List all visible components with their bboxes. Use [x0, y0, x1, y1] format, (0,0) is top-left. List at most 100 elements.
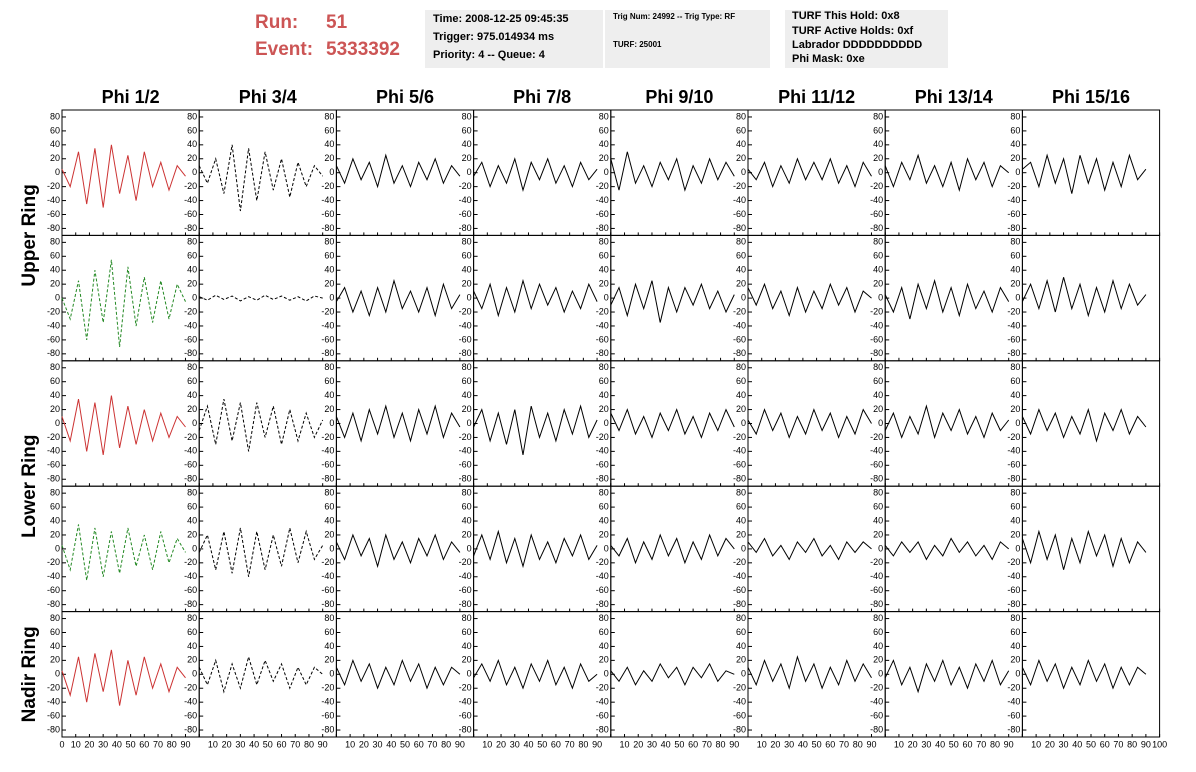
y-tick-label: 80: [599, 111, 609, 121]
y-tick-label: 40: [187, 139, 197, 149]
y-tick-label: 20: [873, 529, 883, 539]
y-tick-label: 20: [324, 404, 334, 414]
y-tick-label: 80: [736, 613, 746, 623]
y-tick-label: 60: [324, 627, 334, 637]
event-label: Event:: [255, 39, 313, 60]
y-tick-label: -60: [733, 710, 746, 720]
y-tick-label: 40: [462, 390, 472, 400]
y-tick-label: -40: [1007, 195, 1020, 205]
y-tick-label: 20: [599, 655, 609, 665]
y-tick-label: 40: [599, 641, 609, 651]
y-tick-label: 60: [1010, 627, 1020, 637]
y-tick-label: -40: [321, 571, 334, 581]
y-tick-label: 80: [50, 488, 60, 498]
y-tick-label: 20: [50, 404, 60, 414]
x-tick-label: 30: [373, 739, 383, 749]
y-tick-label: -20: [870, 181, 883, 191]
y-tick-label: 40: [50, 515, 60, 525]
y-tick-label: -80: [870, 724, 883, 734]
y-tick-label: -20: [459, 557, 472, 567]
y-tick-label: 80: [462, 111, 472, 121]
y-tick-label: -40: [733, 195, 746, 205]
x-tick-label: 20: [84, 739, 94, 749]
y-tick-label: 80: [599, 362, 609, 372]
column-label: Phi 5/6: [376, 87, 434, 107]
y-tick-label: 60: [873, 627, 883, 637]
y-tick-label: 0: [467, 292, 472, 302]
y-tick-label: -60: [596, 460, 609, 470]
y-tick-label: -20: [184, 306, 197, 316]
waveform: [335, 278, 461, 318]
waveform: [335, 404, 461, 443]
y-tick-label: 80: [462, 613, 472, 623]
y-tick-label: -20: [596, 557, 609, 567]
y-tick-label: -20: [459, 683, 472, 693]
x-tick-label: 70: [427, 739, 437, 749]
y-tick-label: 80: [324, 111, 334, 121]
y-tick-label: 0: [741, 669, 746, 679]
y-tick-label: 20: [324, 529, 334, 539]
y-tick-label: 0: [467, 167, 472, 177]
waveform: [61, 649, 186, 706]
y-tick-label: -60: [184, 585, 197, 595]
y-tick-label: 0: [1015, 543, 1020, 553]
y-tick-label: -80: [321, 474, 334, 484]
y-tick-label: 20: [736, 279, 746, 289]
event-value: 5333392: [326, 39, 400, 60]
y-tick-label: -40: [321, 446, 334, 456]
y-tick-label: -20: [459, 432, 472, 442]
y-tick-label: -80: [733, 474, 746, 484]
x-tick-label: 0: [59, 739, 64, 749]
y-tick-label: 0: [878, 669, 883, 679]
y-tick-label: -40: [870, 446, 883, 456]
x-tick-label: 20: [359, 739, 369, 749]
info-text: TURF Active Holds: 0xf: [792, 25, 914, 37]
y-tick-label: 80: [50, 237, 60, 247]
y-tick-label: -80: [596, 724, 609, 734]
y-tick-label: 40: [50, 265, 60, 275]
x-tick-label: 40: [935, 739, 945, 749]
y-tick-label: 60: [1010, 376, 1020, 386]
y-tick-label: 60: [187, 627, 197, 637]
y-tick-label: -80: [47, 223, 60, 233]
waveform: [610, 662, 735, 686]
waveform: [610, 151, 735, 192]
y-tick-label: 60: [873, 125, 883, 135]
x-tick-label: 30: [235, 739, 245, 749]
y-tick-label: -60: [870, 460, 883, 470]
y-tick-label: 80: [873, 362, 883, 372]
y-tick-label: -80: [47, 348, 60, 358]
y-tick-label: -20: [733, 181, 746, 191]
y-tick-label: 40: [1010, 139, 1020, 149]
x-tick-label: 60: [551, 739, 561, 749]
y-tick-label: -60: [47, 460, 60, 470]
y-tick-label: 40: [462, 265, 472, 275]
y-tick-label: -20: [1007, 683, 1020, 693]
info-box: [425, 10, 603, 68]
y-tick-label: 60: [1010, 251, 1020, 261]
y-tick-label: 20: [599, 404, 609, 414]
y-tick-label: -40: [459, 195, 472, 205]
y-tick-label: -80: [733, 223, 746, 233]
y-tick-label: -60: [459, 710, 472, 720]
y-tick-label: 80: [50, 613, 60, 623]
y-tick-label: 40: [1010, 515, 1020, 525]
y-tick-label: 0: [878, 543, 883, 553]
y-tick-label: -80: [870, 599, 883, 609]
y-tick-label: 40: [462, 515, 472, 525]
x-tick-label: 70: [839, 739, 849, 749]
y-tick-label: -60: [733, 334, 746, 344]
x-tick-label: 60: [825, 739, 835, 749]
y-tick-label: 60: [50, 376, 60, 386]
y-tick-label: 40: [736, 390, 746, 400]
y-tick-label: -60: [47, 209, 60, 219]
y-tick-label: 60: [462, 251, 472, 261]
y-tick-label: 0: [55, 669, 60, 679]
info-text: Trig Num: 24992 -- Trig Type: RF: [613, 12, 735, 21]
x-tick-label: 50: [674, 739, 684, 749]
y-tick-label: 20: [873, 279, 883, 289]
x-tick-label: 90: [318, 739, 328, 749]
y-tick-label: -20: [1007, 557, 1020, 567]
y-tick-label: 40: [736, 515, 746, 525]
x-tick-label: 90: [180, 739, 190, 749]
